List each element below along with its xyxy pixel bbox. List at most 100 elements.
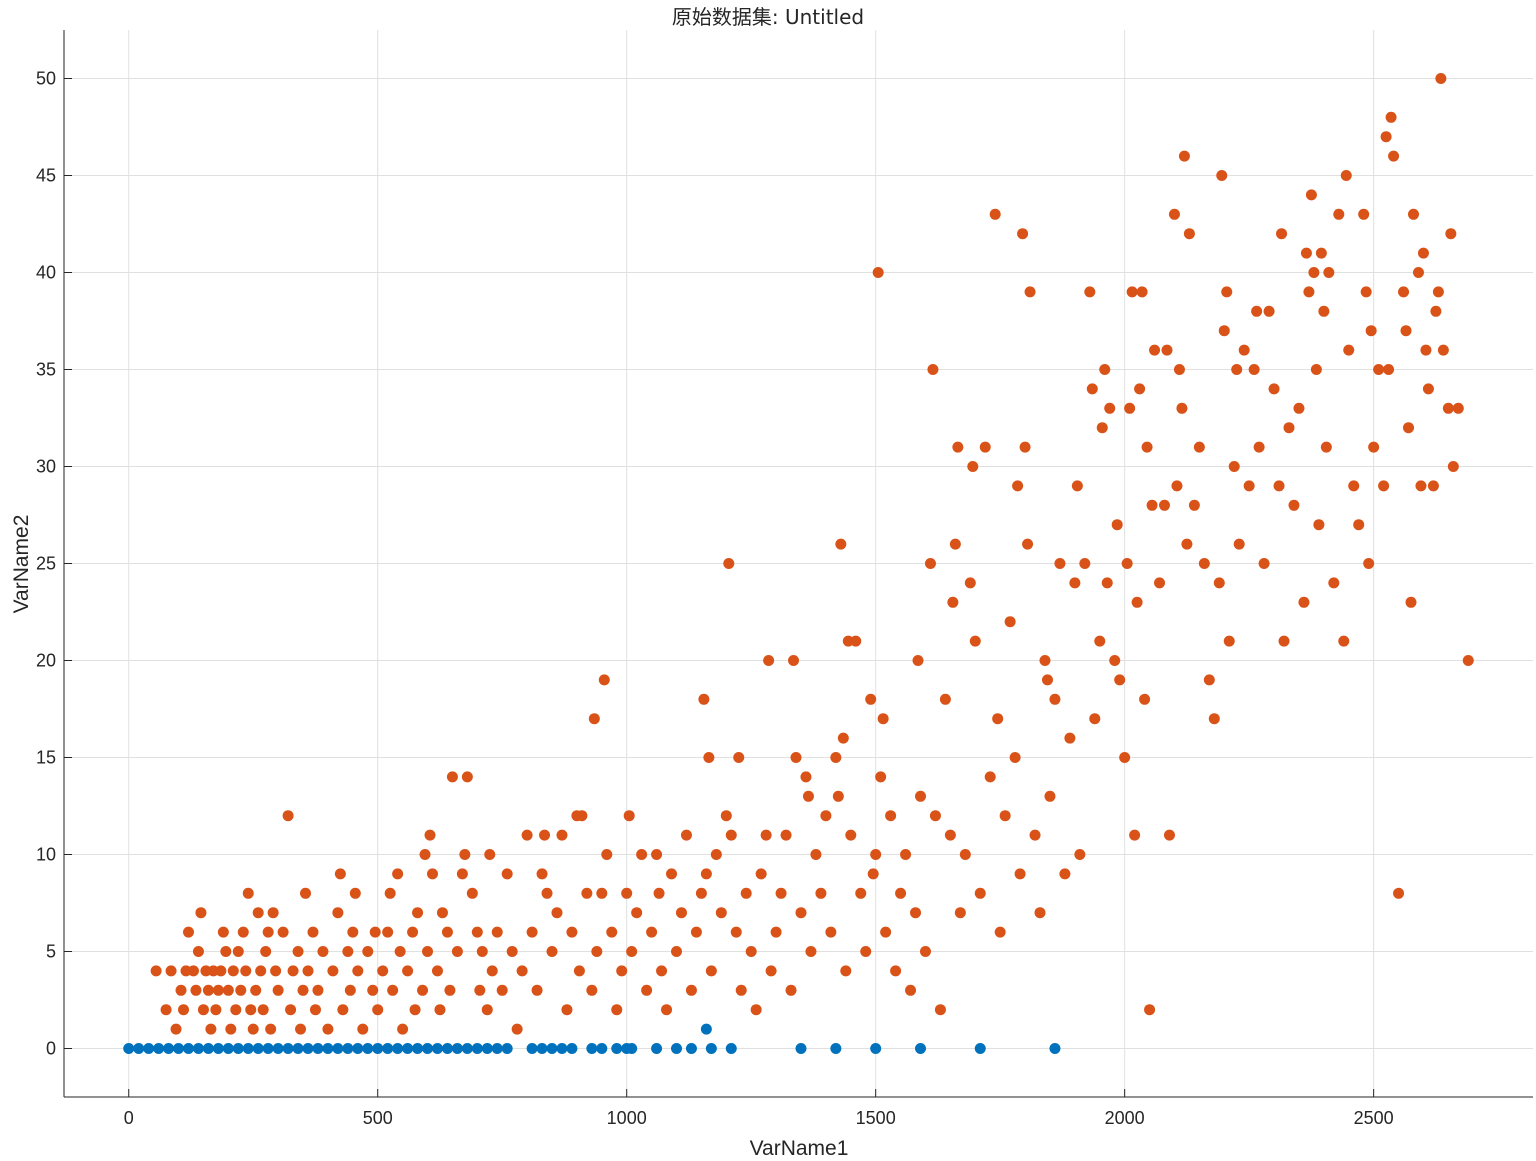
point-series1: [282, 1043, 294, 1054]
point-series2: [1368, 441, 1380, 453]
point-series2: [431, 965, 443, 977]
point-series2: [1119, 752, 1131, 763]
point-series2: [994, 926, 1006, 938]
point-series2: [342, 946, 354, 957]
point-series2: [740, 887, 752, 899]
point-series2: [723, 558, 735, 569]
point-series2: [690, 926, 702, 938]
point-series2: [1310, 364, 1322, 375]
point-series2: [865, 693, 877, 705]
point-series2: [820, 810, 832, 822]
point-series2: [675, 907, 687, 919]
point-series2: [835, 538, 847, 550]
point-series2: [1263, 305, 1275, 317]
point-series2: [322, 1023, 334, 1035]
point-series2: [606, 926, 618, 938]
y-tick-label: 20: [36, 651, 56, 671]
point-series1: [611, 1043, 623, 1054]
point-series2: [900, 849, 912, 860]
point-series1: [133, 1043, 145, 1054]
point-series2: [636, 849, 648, 860]
point-series2: [531, 984, 543, 996]
point-series2: [287, 965, 299, 977]
point-series2: [407, 926, 419, 938]
point-series2: [1288, 499, 1300, 511]
point-series2: [526, 926, 538, 938]
x-tick-label: 2500: [1354, 1108, 1394, 1128]
point-series1: [192, 1043, 204, 1054]
point-series1: [536, 1043, 548, 1054]
point-series1: [242, 1043, 254, 1054]
point-series2: [576, 810, 588, 822]
point-series2: [919, 946, 931, 957]
point-series2: [837, 732, 849, 744]
point-series2: [466, 887, 478, 899]
point-series2: [260, 946, 272, 957]
point-series2: [384, 887, 396, 899]
point-series1: [586, 1043, 598, 1054]
point-series2: [516, 965, 528, 977]
y-tick-label: 15: [36, 748, 56, 768]
y-tick-label: 45: [36, 166, 56, 186]
point-series2: [596, 887, 608, 899]
point-series2: [934, 1004, 946, 1016]
point-series2: [1069, 577, 1081, 589]
point-series2: [240, 965, 252, 977]
point-series2: [369, 926, 381, 938]
point-series2: [1111, 519, 1123, 531]
x-tick-label: 2000: [1105, 1108, 1145, 1128]
point-series1: [830, 1043, 842, 1054]
point-series2: [735, 984, 747, 996]
point-series2: [588, 713, 600, 725]
point-series2: [1074, 849, 1086, 860]
x-tick-label: 1000: [607, 1108, 647, 1128]
point-series2: [424, 829, 436, 841]
point-series2: [1400, 325, 1412, 337]
point-series2: [840, 965, 852, 977]
point-series2: [641, 984, 653, 996]
point-series2: [409, 1004, 421, 1016]
point-series1: [412, 1043, 424, 1054]
point-series1: [222, 1043, 234, 1054]
point-series2: [1383, 364, 1395, 375]
point-series1: [1049, 1043, 1061, 1054]
point-series2: [1168, 208, 1180, 220]
point-series2: [1044, 790, 1056, 802]
point-series2: [536, 868, 548, 880]
point-series1: [372, 1043, 384, 1054]
point-series2: [1298, 596, 1310, 608]
point-series1: [232, 1043, 244, 1054]
point-series2: [344, 984, 356, 996]
point-series2: [474, 984, 486, 996]
point-series2: [601, 849, 613, 860]
point-series2: [252, 907, 264, 919]
point-series2: [412, 907, 424, 919]
point-series2: [875, 771, 887, 783]
point-series2: [905, 984, 917, 996]
point-series2: [1104, 402, 1116, 414]
point-series2: [377, 965, 389, 977]
point-series2: [1114, 674, 1126, 686]
point-series2: [1231, 364, 1243, 375]
y-tick-label: 35: [36, 360, 56, 380]
point-series2: [1146, 499, 1158, 511]
point-series2: [1064, 732, 1076, 744]
point-series2: [1358, 208, 1370, 220]
point-series2: [182, 926, 194, 938]
point-series2: [1086, 383, 1098, 395]
point-series1: [461, 1043, 473, 1054]
point-series2: [745, 946, 757, 957]
point-series2: [586, 984, 598, 996]
point-series2: [947, 596, 959, 608]
point-series2: [912, 655, 924, 666]
point-series2: [175, 984, 187, 996]
point-series2: [1144, 1004, 1156, 1016]
point-series2: [992, 713, 1004, 725]
point-series2: [967, 461, 979, 472]
point-series1: [322, 1043, 334, 1054]
point-series2: [703, 752, 715, 763]
point-series2: [1422, 383, 1434, 395]
point-series1: [685, 1043, 697, 1054]
point-series2: [1171, 480, 1183, 492]
